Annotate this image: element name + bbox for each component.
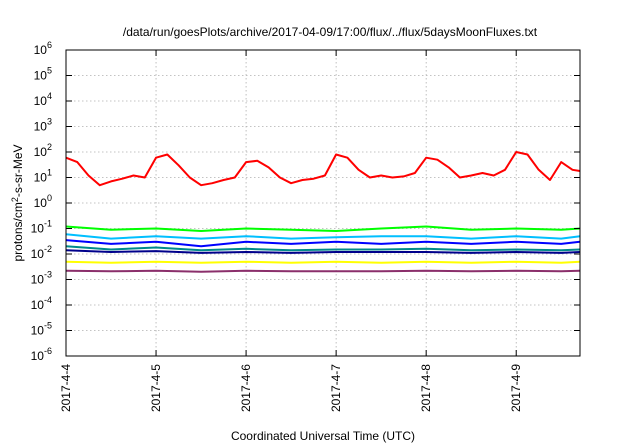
y-tick-label: 104: [34, 91, 52, 108]
y-tick-label: 102: [34, 142, 52, 159]
y-tick-label: 10-3: [31, 270, 52, 287]
y-tick-label: 101: [34, 168, 52, 185]
y-tick-label: 10-5: [31, 321, 52, 338]
grid: [65, 49, 580, 357]
series-line-5: [65, 245, 581, 252]
y-tick-label: 10-4: [31, 295, 52, 312]
series-line-3: [65, 233, 581, 240]
x-tick-label: 2017-4-5: [149, 364, 163, 412]
x-axis: 2017-4-4 2017-4-5 2017-4-6 2017-4-7 2017-4-8…: [59, 50, 523, 412]
series-line-7: [65, 260, 581, 264]
series-line-8: [65, 269, 581, 273]
y-tick-label: 10-6: [31, 346, 52, 363]
series-line-1: [65, 151, 581, 187]
series-line-6: [65, 249, 581, 254]
x-axis-label: Coordinated Universal Time (UTC): [231, 429, 415, 443]
y-tick-label: 10-1: [31, 219, 52, 236]
x-tick-label: 2017-4-6: [239, 364, 253, 412]
chart-title: /data/run/goesPlots/archive/2017-04-09/1…: [123, 25, 538, 39]
y-tick-label: 106: [34, 40, 52, 57]
x-tick-label: 2017-4-7: [329, 364, 343, 412]
y-tick-label: 100: [34, 193, 52, 210]
y-axis: 10-6 10-5 10-4 10-3 10-2 10-1 100 101 102 103 104 1…: [31, 40, 580, 363]
series-line-2: [65, 225, 581, 232]
y-tick-label: 105: [34, 66, 52, 83]
y-tick-label: 103: [34, 117, 52, 134]
y-axis-label: protons/cm2-s-sr-MeV: [10, 144, 25, 261]
x-tick-label: 2017-4-9: [509, 364, 523, 412]
series-line-4: [65, 239, 581, 248]
x-tick-label: 2017-4-4: [59, 364, 73, 412]
y-tick-label: 10-2: [31, 244, 52, 261]
x-tick-label: 2017-4-8: [419, 364, 433, 412]
series-lines: [65, 151, 581, 273]
